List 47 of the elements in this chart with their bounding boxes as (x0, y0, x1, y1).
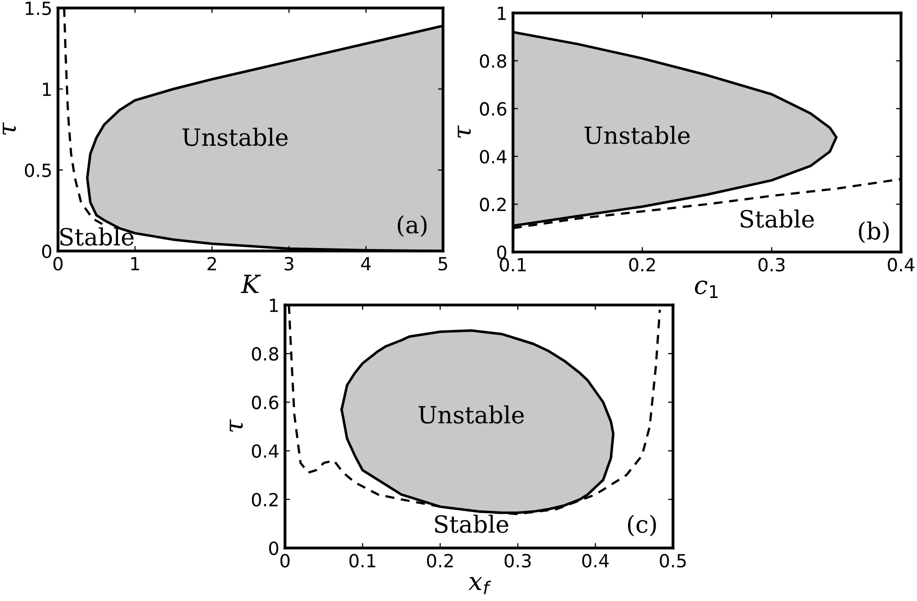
x-tick-label: 0.1 (349, 554, 376, 568)
x-tick-label: 0.3 (504, 554, 531, 568)
y-tick-label: 0.8 (252, 347, 278, 361)
y-tick-label: 1 (270, 298, 278, 312)
x-tick-label: 2 (208, 256, 216, 270)
y-axis-title: τ (230, 419, 243, 432)
x-axis-title: K (240, 274, 262, 294)
annotation: Stable (60, 227, 134, 246)
y-tick-label: 0.2 (480, 198, 506, 212)
y-tick-label: 0.5 (24, 163, 51, 178)
y-tick-label: 0 (497, 245, 506, 260)
annotation: Unstable (418, 405, 524, 424)
x-tick-label: 0.2 (629, 258, 655, 272)
y-tick-label: 0 (42, 244, 52, 258)
y-tick-label: 0 (269, 541, 278, 556)
x-tick-label: 5 (438, 257, 448, 271)
x-tick-label: 0.4 (888, 258, 914, 272)
x-tick-label: 0.4 (582, 554, 609, 568)
annotation: Unstable (584, 126, 690, 144)
y-tick-label: 0.6 (480, 102, 506, 116)
y-tick-label: 1 (498, 6, 506, 20)
y-axis-title: τ (458, 125, 471, 138)
annotation: Stable (740, 210, 814, 228)
y-tick-label: 1.5 (26, 2, 51, 16)
y-tick-label: 0.6 (252, 396, 278, 410)
annotation: (b) (858, 221, 889, 244)
annotation: (a) (398, 215, 427, 237)
y-tick-label: 0.8 (480, 54, 506, 68)
x-tick-label: 1 (131, 257, 140, 270)
x-tick-label: 0.2 (427, 554, 453, 568)
x-axis-title: x$_{f}$ (468, 577, 492, 594)
x-tick-label: 0.1 (500, 258, 526, 272)
annotation: Stable (435, 514, 508, 533)
annotation: Unstable (182, 128, 288, 146)
x-tick-label: 3 (284, 256, 294, 271)
x-tick-label: 0 (53, 256, 63, 271)
x-tick-label: 0 (280, 554, 290, 568)
x-tick-label: 0.5 (660, 554, 686, 568)
x-tick-label: 4 (361, 257, 371, 270)
y-axis-title: τ (2, 122, 16, 135)
x-axis-title: c$_{1}$ (694, 280, 718, 298)
x-tick-label: 0.3 (758, 258, 785, 272)
annotation: (c) (628, 514, 656, 536)
y-tick-label: 1 (42, 82, 51, 96)
y-tick-label: 0.2 (252, 492, 278, 507)
y-tick-label: 0.4 (252, 444, 278, 458)
y-tick-label: 0.4 (480, 150, 506, 164)
